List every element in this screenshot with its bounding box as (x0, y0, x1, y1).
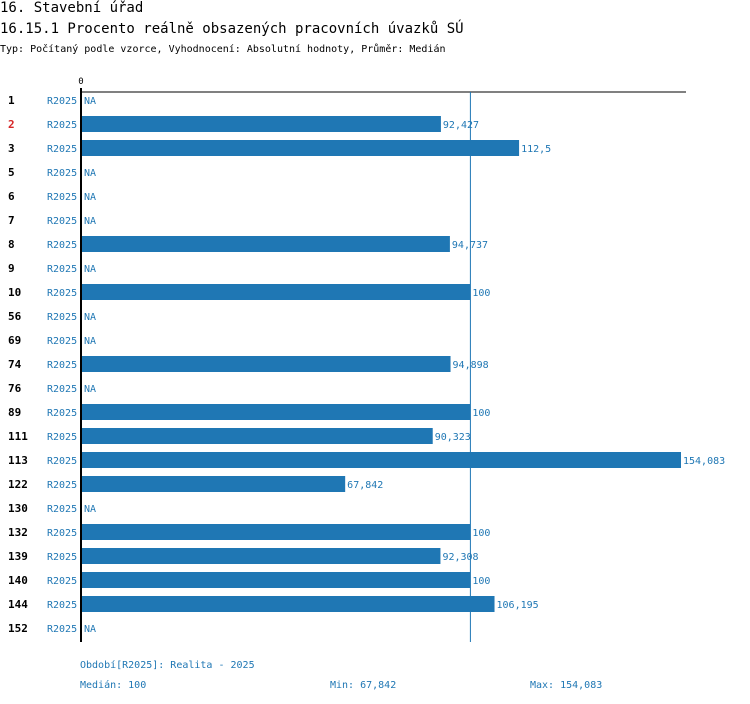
period-label: R2025 (47, 144, 77, 155)
bar (81, 524, 471, 540)
bar (81, 116, 441, 132)
row-id-label: 56 (8, 310, 22, 323)
period-label: R2025 (47, 336, 77, 347)
period-label: R2025 (47, 624, 77, 635)
value-label: NA (84, 336, 96, 347)
period-label: R2025 (47, 312, 77, 323)
bar (81, 452, 681, 468)
row-id-label: 69 (8, 334, 21, 347)
value-label: NA (84, 384, 96, 395)
indicator-title: 16.15.1 Procento reálně obsazených praco… (0, 21, 464, 37)
period-label: R2025 (47, 168, 77, 179)
value-label: NA (84, 216, 96, 227)
min-stat: Min: 67,842 (330, 680, 397, 691)
bar (81, 548, 441, 564)
value-label: 92,308 (442, 552, 478, 563)
value-label: NA (84, 192, 96, 203)
period-label: R2025 (47, 480, 77, 491)
value-label: 100 (472, 576, 490, 587)
period-label: R2025 (47, 456, 77, 467)
value-label: NA (84, 312, 96, 323)
period-note: Období[R2025]: Realita - 2025 (80, 660, 255, 671)
section-title: 16. Stavební úřad (0, 0, 144, 16)
value-label: 90,323 (435, 432, 471, 443)
value-label: 92,427 (443, 120, 479, 131)
row-id-label: 5 (8, 166, 15, 179)
value-label: NA (84, 168, 96, 179)
bar (81, 140, 520, 156)
bar (81, 428, 433, 444)
period-label: R2025 (47, 504, 77, 515)
value-label: 100 (472, 408, 490, 419)
row-id-label: 89 (8, 406, 21, 419)
row-id-label: 8 (8, 238, 15, 251)
row-id-label: 152 (8, 622, 28, 635)
row-id-label: 7 (8, 214, 15, 227)
bar (81, 476, 346, 492)
row-id-label: 139 (8, 550, 28, 563)
bar (81, 404, 471, 420)
chart-subtitle: Typ: Počítaný podle vzorce, Vyhodnocení:… (0, 44, 446, 55)
row-id-label: 74 (8, 358, 22, 371)
row-id-label: 144 (8, 598, 28, 611)
value-label: NA (84, 264, 96, 275)
row-id-label: 122 (8, 478, 28, 491)
period-label: R2025 (47, 240, 77, 251)
row-id-label: 6 (8, 190, 15, 203)
value-label: 100 (472, 288, 490, 299)
value-label: 94,737 (452, 240, 488, 251)
value-label: 106,195 (497, 600, 539, 611)
period-label: R2025 (47, 96, 77, 107)
period-label: R2025 (47, 216, 77, 227)
bar (81, 284, 471, 300)
bar (81, 236, 450, 252)
row-id-label: 130 (8, 502, 28, 515)
value-label: 100 (472, 528, 490, 539)
bar (81, 356, 451, 372)
period-label: R2025 (47, 576, 77, 587)
bar (81, 596, 495, 612)
row-id-label: 113 (8, 454, 28, 467)
axis-zero-label: 0 (78, 77, 83, 87)
value-label: NA (84, 624, 96, 635)
median-stat: Medián: 100 (80, 680, 147, 691)
period-label: R2025 (47, 360, 77, 371)
period-label: R2025 (47, 192, 77, 203)
row-id-label: 9 (8, 262, 15, 275)
value-label: NA (84, 96, 96, 107)
period-label: R2025 (47, 600, 77, 611)
row-id-label: 3 (8, 142, 15, 155)
period-label: R2025 (47, 552, 77, 563)
bar (81, 572, 471, 588)
period-label: R2025 (47, 288, 77, 299)
row-id-label: 1 (8, 94, 15, 107)
value-label: NA (84, 504, 96, 515)
period-label: R2025 (47, 384, 77, 395)
value-label: 67,842 (347, 480, 383, 491)
period-label: R2025 (47, 408, 77, 419)
row-id-label: 140 (8, 574, 28, 587)
max-stat: Max: 154,083 (530, 680, 603, 691)
value-label: 154,083 (683, 456, 725, 467)
row-id-label: 2 (8, 118, 15, 131)
value-label: 112,5 (521, 144, 551, 155)
row-id-label: 132 (8, 526, 28, 539)
row-id-label: 111 (8, 430, 28, 443)
row-id-label: 76 (8, 382, 22, 395)
row-id-label: 10 (8, 286, 21, 299)
period-label: R2025 (47, 432, 77, 443)
period-label: R2025 (47, 264, 77, 275)
value-label: 94,898 (453, 360, 489, 371)
period-label: R2025 (47, 120, 77, 131)
period-label: R2025 (47, 528, 77, 539)
